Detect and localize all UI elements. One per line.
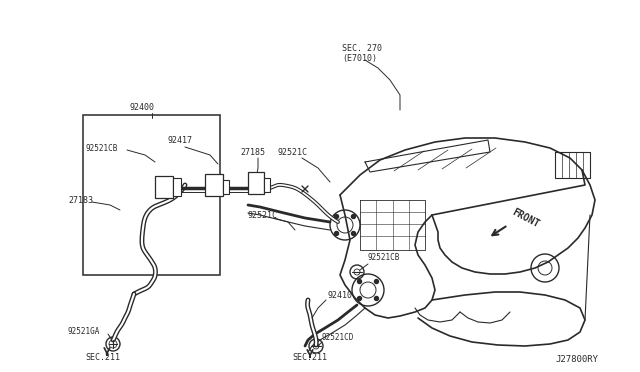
Bar [264,178,270,192]
Text: J27800RY: J27800RY [555,356,598,365]
Circle shape [374,296,378,301]
Text: 92521CB: 92521CB [85,144,117,153]
Text: 27185: 27185 [240,148,265,157]
Text: 92400: 92400 [130,103,155,112]
Bar [248,172,264,194]
Bar [205,174,223,196]
Bar [83,115,220,275]
Text: FRONT: FRONT [510,207,541,229]
Text: SEC. 270: SEC. 270 [342,44,382,52]
Text: 27183: 27183 [68,196,93,205]
Bar [173,178,181,196]
Circle shape [358,296,362,301]
Circle shape [351,215,355,218]
Text: 92410: 92410 [328,291,353,299]
Text: 92521CB: 92521CB [368,253,401,263]
Text: 92417: 92417 [168,135,193,144]
Text: 92521C: 92521C [248,211,278,219]
Text: 92521CD: 92521CD [322,334,355,343]
Bar [155,176,173,198]
Circle shape [358,279,362,283]
Text: (E7010): (E7010) [342,54,377,62]
Circle shape [374,279,378,283]
Bar [223,180,229,194]
Circle shape [351,231,355,235]
Text: 92521C: 92521C [278,148,308,157]
Text: SEC.211: SEC.211 [85,353,120,362]
Text: SEC.211: SEC.211 [292,353,327,362]
Circle shape [335,215,339,218]
Text: 92521GA: 92521GA [68,327,100,337]
Circle shape [335,231,339,235]
